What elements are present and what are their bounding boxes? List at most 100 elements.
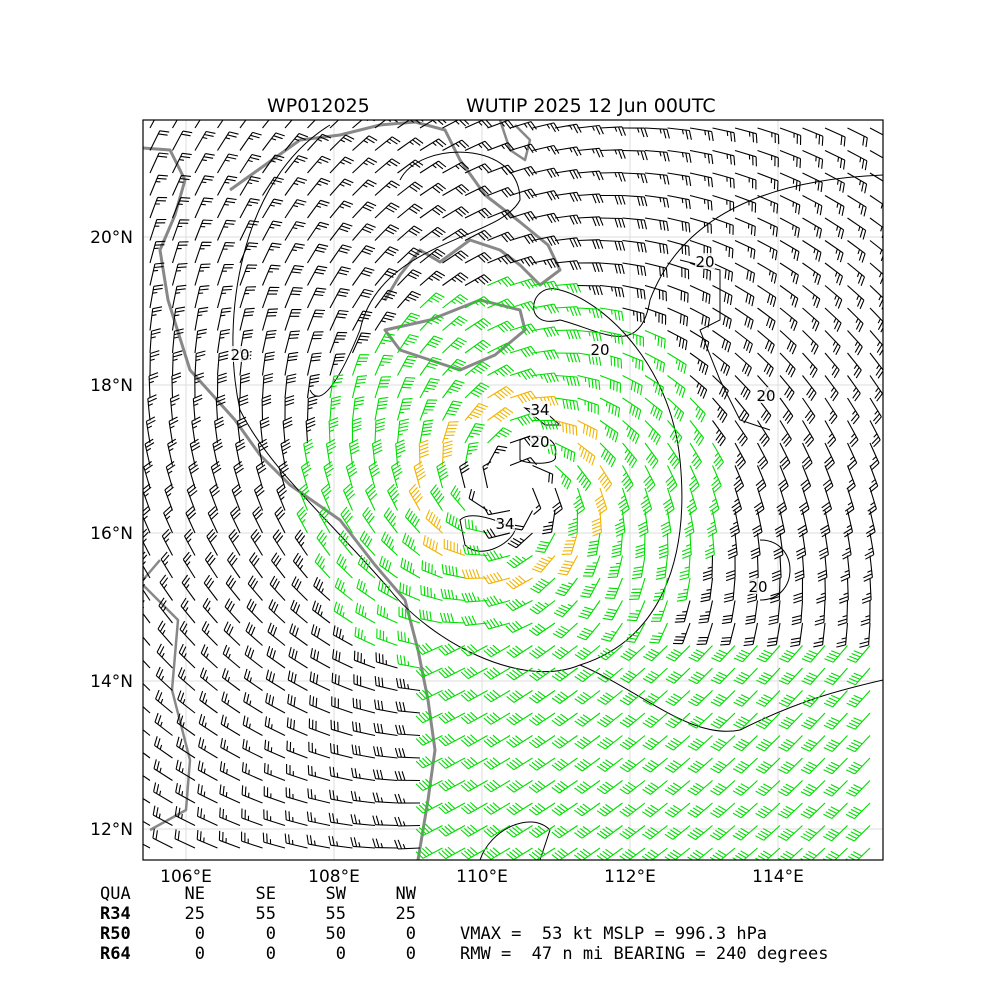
wind-barb: [869, 217, 883, 239]
wind-barb: [688, 667, 713, 685]
wind-barb: [869, 240, 883, 262]
wind-barb: [757, 352, 774, 378]
wind-barb: [689, 284, 711, 305]
wind-barb: [171, 174, 191, 196]
wind-barb: [228, 529, 241, 556]
wind-barb: [353, 674, 376, 692]
wind-barb: [779, 375, 795, 401]
wind-barb: [599, 307, 624, 321]
wind-barb: [622, 172, 648, 184]
wind-barb: [419, 248, 446, 264]
wind-barb: [263, 809, 286, 827]
wind-barb: [247, 575, 263, 601]
wind-barb: [642, 757, 668, 773]
wind-barb: [734, 285, 755, 307]
wind-barb: [230, 506, 241, 534]
wind-barb: [800, 757, 826, 775]
wind-barb: [869, 307, 883, 333]
wind-barb: [246, 598, 263, 624]
wind-barb: [577, 284, 603, 296]
wind-barb: [665, 735, 691, 751]
wind-barb: [755, 465, 767, 493]
wind-barb: [573, 487, 586, 516]
wind-barb: [655, 555, 669, 580]
wind-barb: [262, 242, 282, 264]
wind-barb: [689, 420, 705, 447]
wind-barb: [542, 510, 556, 535]
wind-barb: [818, 532, 829, 560]
wind-barb: [667, 284, 689, 303]
wind-barb: [667, 375, 686, 398]
lat-label: 12°N: [90, 820, 133, 840]
wind-barb: [665, 712, 691, 729]
wind-barb: [318, 506, 331, 534]
wind-barb: [778, 757, 803, 774]
wind-barb: [438, 711, 466, 724]
contour-label-bg: [756, 387, 776, 403]
wind-barb: [178, 643, 196, 669]
wind-barb: [674, 600, 691, 623]
wind-barb: [839, 577, 849, 604]
wind-barb: [287, 670, 308, 691]
wind-barb: [644, 284, 667, 302]
wind-barb: [509, 233, 537, 245]
wind-barb: [241, 831, 263, 849]
wind-barb: [171, 306, 186, 331]
wind-barb: [506, 555, 533, 569]
wind-barb: [823, 735, 848, 752]
wind-barb: [438, 779, 466, 792]
wind-barb: [408, 483, 423, 511]
wind-barb: [397, 225, 423, 241]
wind-barb: [313, 576, 331, 601]
wind-barb: [176, 713, 196, 736]
contour-label: 20: [756, 387, 775, 405]
wind-barb: [801, 712, 826, 730]
wind-barb: [308, 741, 331, 759]
wind-barb: [846, 735, 871, 753]
wind-barb: [664, 780, 691, 796]
wind-barb: [296, 506, 308, 534]
wind-barb: [869, 397, 882, 425]
wind-barb: [460, 666, 488, 680]
wind-barb: [681, 532, 692, 560]
wind-barb: [779, 262, 799, 285]
wind-barb: [640, 487, 653, 516]
wind-barb: [554, 237, 582, 248]
wind-barb: [263, 762, 286, 782]
wind-barb: [286, 764, 308, 782]
wind-barb: [554, 442, 576, 463]
wind-barb: [262, 176, 284, 196]
wind-barb: [711, 465, 722, 493]
wind-barb: [271, 552, 286, 579]
wind-barb: [155, 666, 173, 691]
wind-barb: [334, 577, 353, 601]
wind-barb: [210, 461, 222, 489]
wind-barb: [720, 622, 736, 646]
wind-barb: [734, 330, 753, 354]
wind-barb: [419, 160, 447, 174]
wind-barb: [617, 487, 630, 516]
wind-barb: [464, 361, 491, 376]
wind-barb: [528, 690, 556, 704]
wind-barb: [869, 262, 883, 287]
wind-barb: [442, 272, 469, 286]
wind-barb: [306, 309, 326, 331]
wind-barb: [171, 262, 188, 286]
wind-barb: [331, 672, 353, 692]
wind-barb: [149, 306, 163, 331]
wind-barb: [288, 646, 308, 669]
wind-barb: [269, 575, 286, 601]
wind-barb: [487, 364, 515, 377]
wind-barb: [574, 667, 601, 683]
wind-barb: [442, 379, 465, 399]
wind-barb: [847, 195, 867, 217]
wind-barb: [483, 779, 511, 793]
wind-barb: [374, 224, 400, 241]
wind-barb: [551, 847, 578, 860]
wind-barb: [869, 442, 880, 470]
wind-barb: [329, 288, 350, 309]
wind-barb: [824, 442, 835, 470]
wind-barb: [374, 267, 399, 286]
wind-barb: [596, 825, 623, 839]
